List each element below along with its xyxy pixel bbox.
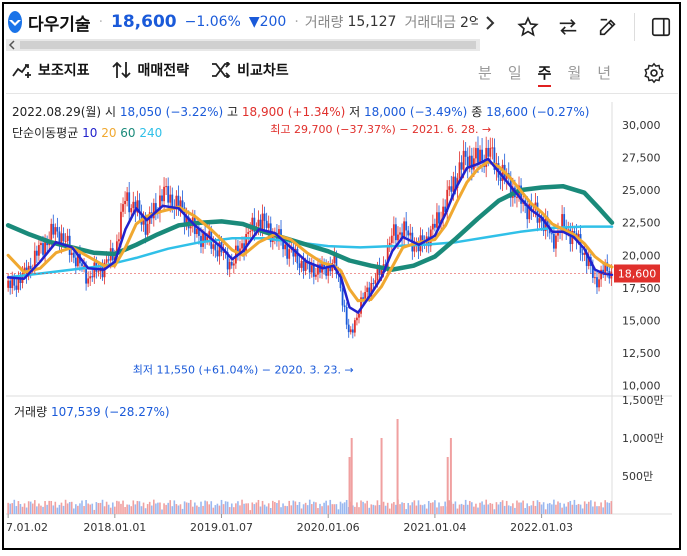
toolbar-divider xyxy=(6,93,678,94)
period-tab-month[interactable]: 월 xyxy=(567,64,582,82)
ma-legend-10: 10 xyxy=(82,126,98,140)
volume-legend-label: 거래량 xyxy=(14,405,48,419)
period-tab-minute[interactable]: 분 xyxy=(478,64,492,82)
close-pct: (−0.27%) xyxy=(531,105,590,119)
ma-legend-240: 240 xyxy=(139,126,163,140)
crossing-arrows-icon xyxy=(212,62,231,78)
period-tabs: 분 일 주 월 년 xyxy=(478,62,611,87)
ma-legend-20: 20 xyxy=(101,126,117,140)
chart-toolbar: 보조지표 매매전략 비교차트 xyxy=(12,60,289,80)
trading-strategy-button[interactable]: 매매전략 xyxy=(111,60,190,80)
volume-legend-value: 107,539 xyxy=(50,405,101,419)
change-percent: −1.06% xyxy=(184,14,241,30)
amount-label: 거래대금 xyxy=(404,15,456,31)
swap-arrows-icon[interactable] xyxy=(548,10,588,44)
high-pct: (+1.34%) xyxy=(287,105,346,119)
header-scrollbar-thumb[interactable] xyxy=(20,41,476,49)
high-value: 18,900 xyxy=(241,105,284,119)
indicator-button[interactable]: 보조지표 xyxy=(12,60,90,80)
low-label: 저 xyxy=(349,105,361,119)
stock-logo-icon xyxy=(8,11,22,33)
info-date: 2022.08.29(월) xyxy=(12,105,102,119)
amount-value: 2억 8 xyxy=(459,15,478,31)
period-tab-week[interactable]: 주 xyxy=(537,62,552,87)
open-value: 18,050 xyxy=(119,105,162,119)
ma-legend: 단순이동평균 10 20 60 240 xyxy=(12,124,162,141)
header-actions xyxy=(508,10,681,44)
header-scroll-right-icon[interactable] xyxy=(484,14,496,36)
ohlc-info: 2022.08.29(월) 시 18,050 (−3.22%) 고 18,900… xyxy=(12,103,589,120)
high-label: 고 xyxy=(227,105,239,119)
stock-name: 다우기술 xyxy=(28,14,91,35)
panel-toggle-icon[interactable] xyxy=(641,10,681,44)
header-separator: · xyxy=(294,14,299,30)
header-scrollbar[interactable] xyxy=(6,39,480,51)
edit-pencil-icon[interactable] xyxy=(588,10,628,44)
low-value: 18,000 xyxy=(363,105,406,119)
favorite-star-icon[interactable] xyxy=(508,10,548,44)
volume-legend: 거래량 107,539 (−28.27%) xyxy=(14,403,170,420)
indicator-label: 보조지표 xyxy=(38,63,90,79)
close-value: 18,600 xyxy=(486,105,529,119)
compare-chart-button[interactable]: 비교차트 xyxy=(211,60,289,80)
volume-label: 거래량 xyxy=(304,15,344,31)
header-separator-dot: · xyxy=(98,14,104,30)
close-label: 종 xyxy=(471,105,483,119)
indicator-icon xyxy=(12,64,31,78)
open-pct: (−3.22%) xyxy=(165,105,224,119)
change-amount: ▼200 xyxy=(248,14,287,30)
header-divider xyxy=(634,13,635,41)
volume-legend-pct: (−28.27%) xyxy=(104,405,170,419)
chart-frame xyxy=(2,2,681,550)
ma-legend-60: 60 xyxy=(120,126,136,140)
current-price: 18,600 xyxy=(111,12,177,32)
low-pct: (−3.49%) xyxy=(409,105,468,119)
ma-legend-label: 단순이동평균 xyxy=(12,126,79,140)
compare-chart-label: 비교차트 xyxy=(237,63,289,79)
stock-header: 다우기술 · 18,600 −1.06% ▼200 · 거래량 15,127 거… xyxy=(8,8,478,36)
volume-value: 15,127 xyxy=(347,14,397,30)
updown-arrows-icon xyxy=(111,61,131,79)
open-label: 시 xyxy=(104,105,116,119)
period-tab-day[interactable]: 일 xyxy=(507,64,522,82)
settings-gear-icon[interactable] xyxy=(643,62,665,88)
period-tab-year[interactable]: 년 xyxy=(597,64,612,82)
trading-strategy-label: 매매전략 xyxy=(137,63,190,79)
